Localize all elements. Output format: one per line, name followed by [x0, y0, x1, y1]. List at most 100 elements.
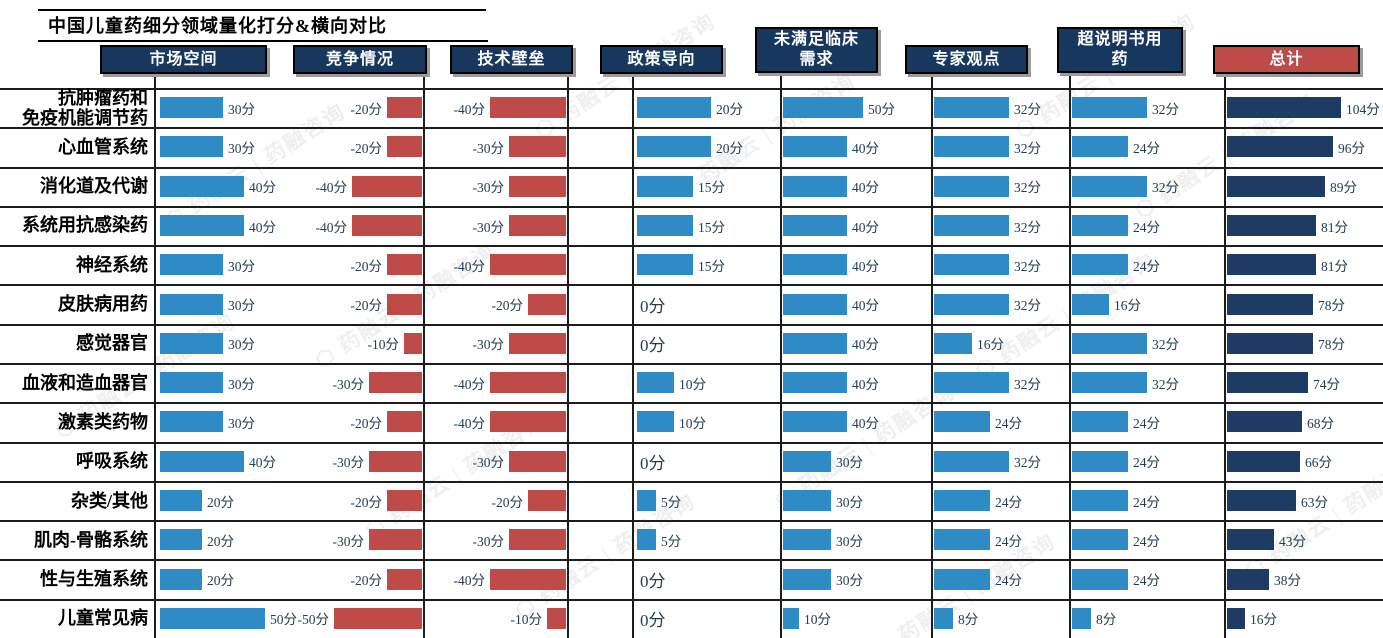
value-label-tech-barrier: -30分: [472, 455, 505, 471]
bar-expert-view: [934, 332, 972, 354]
bar-unmet-need: [783, 607, 799, 629]
watermark-text: ⬡ 药融云 | 药融咨询: [530, 8, 720, 144]
bar-total: [1227, 332, 1313, 354]
value-label-market-space: 30分: [228, 415, 255, 431]
value-label-unmet-need: 40分: [852, 337, 879, 353]
value-label-unmet-need: 40分: [852, 258, 879, 274]
bar-total: [1227, 450, 1300, 472]
bar-expert-view: [934, 136, 1009, 158]
bar-total: [1227, 136, 1333, 158]
bar-competition: [387, 568, 422, 590]
value-label-policy: 5分: [661, 494, 682, 510]
bar-market-space: [160, 215, 244, 236]
bar-expert-view: [934, 372, 1009, 394]
bar-unmet-need: [783, 568, 831, 590]
row-label: 杂类/其他: [70, 490, 148, 511]
value-label-expert-view: 32分: [1014, 376, 1041, 392]
row-label: 系统用抗感染药: [22, 215, 148, 236]
value-label-expert-view: 16分: [977, 337, 1004, 353]
value-label-expert-view: 32分: [1014, 140, 1041, 156]
bar-tech-barrier: [547, 607, 566, 629]
bar-competition: [387, 490, 422, 511]
value-label-tech-barrier: -30分: [472, 140, 505, 156]
value-label-off-label: 24分: [1133, 533, 1160, 549]
bar-expert-view: [934, 411, 990, 433]
bar-competition: [369, 529, 422, 551]
value-label-total: 38分: [1274, 573, 1301, 589]
value-label-competition: -20分: [350, 573, 383, 589]
column-separator: [1224, 76, 1226, 638]
value-label-policy: 0分: [640, 296, 666, 316]
value-label-expert-view: 24分: [995, 494, 1022, 510]
column-header-off-label: 超说明书用 药: [1057, 27, 1183, 73]
bar-total: [1227, 215, 1316, 236]
value-label-total: 68分: [1307, 415, 1334, 431]
bar-competition: [387, 136, 422, 158]
value-label-tech-barrier: -40分: [453, 101, 486, 117]
row-separator: [0, 167, 1383, 169]
bar-tech-barrier: [490, 411, 566, 433]
bar-policy: [637, 372, 674, 394]
value-label-market-space: 30分: [228, 298, 255, 314]
bar-unmet-need: [783, 411, 847, 433]
value-label-policy: 20分: [716, 101, 743, 117]
row-separator: [0, 520, 1383, 522]
value-label-policy: 0分: [640, 453, 666, 473]
value-label-policy: 5分: [661, 533, 682, 549]
bar-market-space: [160, 332, 223, 354]
row-label: 皮肤病用药: [58, 294, 148, 315]
bar-market-space: [160, 607, 265, 629]
bar-off-label: [1072, 175, 1147, 197]
bar-total: [1227, 293, 1313, 315]
bar-unmet-need: [783, 97, 863, 119]
bar-off-label: [1072, 215, 1128, 236]
value-label-off-label: 8分: [1096, 612, 1117, 628]
value-label-tech-barrier: -40分: [453, 376, 486, 392]
bar-off-label: [1072, 254, 1128, 276]
value-label-expert-view: 24分: [995, 533, 1022, 549]
page-title: 中国儿童药细分领域量化打分&横向对比: [48, 16, 387, 36]
value-label-tech-barrier: -20分: [491, 494, 524, 510]
row-separator: [0, 127, 1383, 129]
value-label-off-label: 24分: [1133, 494, 1160, 510]
bar-competition: [387, 97, 422, 119]
bar-total: [1227, 254, 1316, 276]
bar-total: [1227, 607, 1245, 629]
bar-competition: [387, 254, 422, 276]
bar-off-label: [1072, 372, 1147, 394]
value-label-off-label: 24分: [1133, 455, 1160, 471]
value-label-off-label: 32分: [1152, 180, 1179, 196]
column-header-competition: 竞争情况: [293, 45, 427, 74]
bar-market-space: [160, 293, 223, 315]
bar-market-space: [160, 372, 223, 394]
value-label-total: 89分: [1330, 180, 1357, 196]
value-label-market-space: 30分: [228, 140, 255, 156]
value-label-unmet-need: 40分: [852, 415, 879, 431]
value-label-off-label: 24分: [1133, 415, 1160, 431]
bar-market-space: [160, 136, 223, 158]
column-header-expert-view: 专家观点: [905, 45, 1028, 74]
bar-tech-barrier: [490, 568, 566, 590]
value-label-competition: -20分: [350, 298, 383, 314]
value-label-total: 66分: [1305, 455, 1332, 471]
value-label-tech-barrier: -20分: [491, 298, 524, 314]
value-label-tech-barrier: -10分: [510, 612, 543, 628]
value-label-total: 104分: [1346, 101, 1380, 117]
bar-policy: [637, 529, 656, 551]
bar-unmet-need: [783, 372, 847, 394]
value-label-policy: 0分: [640, 571, 666, 591]
bar-off-label: [1072, 529, 1128, 551]
bar-policy: [637, 215, 693, 236]
row-label: 心血管系统: [58, 136, 148, 157]
value-label-competition: -50分: [297, 612, 330, 628]
value-label-policy: 0分: [640, 610, 666, 630]
bar-tech-barrier: [490, 97, 566, 119]
bar-off-label: [1072, 97, 1147, 119]
row-separator: [0, 481, 1383, 483]
bar-total: [1227, 411, 1302, 433]
value-label-tech-barrier: -40分: [453, 573, 486, 589]
bar-policy: [637, 490, 656, 511]
row-label: 儿童常见病: [58, 608, 148, 629]
value-label-competition: -30分: [332, 376, 365, 392]
